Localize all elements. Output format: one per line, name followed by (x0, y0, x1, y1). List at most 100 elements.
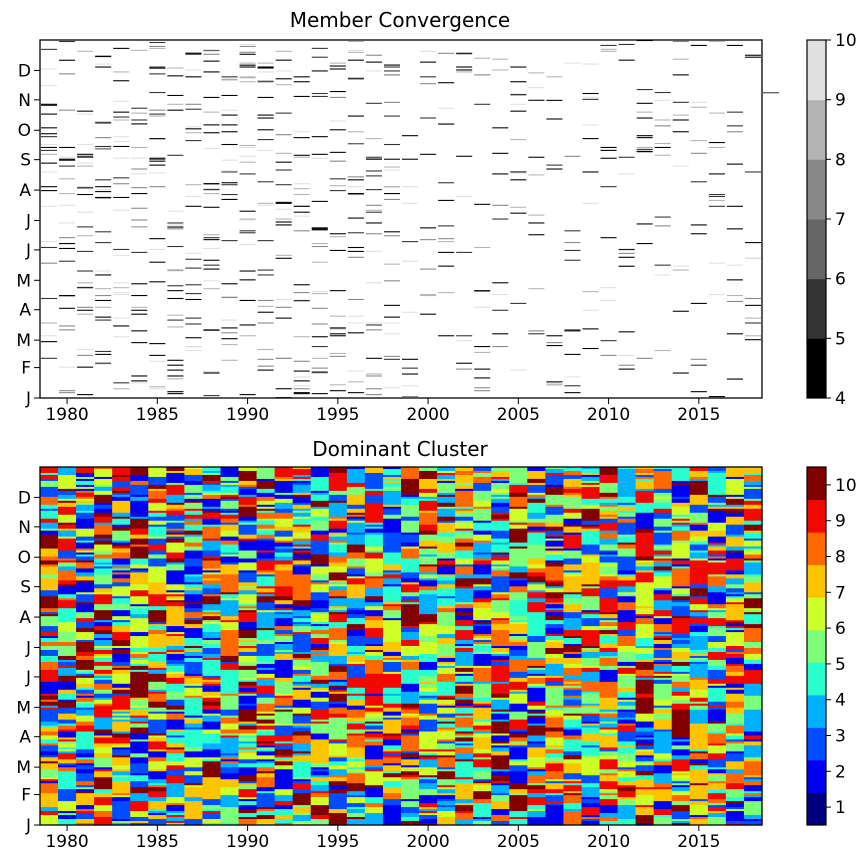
cluster-cell (184, 805, 204, 808)
convergence-cell (383, 143, 400, 146)
cluster-cell (220, 767, 240, 770)
cluster-cell (310, 701, 330, 705)
cluster-cell (401, 626, 420, 629)
cluster-cell (238, 478, 258, 482)
cluster-cell (202, 751, 222, 754)
cluster-cell (256, 524, 276, 528)
cluster-cell (274, 813, 294, 816)
cluster-cell (346, 789, 366, 792)
cluster-cell (437, 534, 456, 538)
cluster-cell (238, 675, 258, 679)
cluster-cell (364, 727, 384, 731)
cluster-cell (437, 592, 456, 595)
cluster-cell (166, 743, 185, 747)
convergence-cell (185, 69, 202, 71)
convergence-cell (600, 237, 617, 239)
cluster-cell (364, 715, 384, 719)
cluster-cell (310, 564, 330, 568)
cluster-cell (238, 508, 258, 512)
cluster-cell (76, 751, 95, 754)
cluster-cell (220, 681, 240, 685)
cluster-cell (112, 673, 131, 677)
convergence-cell (41, 241, 58, 243)
cluster-cell (40, 572, 59, 575)
cluster-cell (202, 622, 222, 625)
cluster-cell (184, 751, 204, 754)
convergence-cell (275, 50, 292, 52)
cluster-cell (382, 721, 402, 725)
cluster-cell (364, 558, 384, 562)
convergence-cell (654, 125, 671, 127)
cluster-cell (202, 496, 222, 500)
convergence-cell (383, 115, 400, 117)
cluster-cell (382, 761, 402, 764)
cluster-cell (40, 791, 59, 794)
cluster-cell (274, 773, 294, 776)
cluster-cell (94, 622, 113, 625)
cluster-cell (346, 713, 366, 717)
cluster-cell (58, 653, 77, 657)
cluster-cell (292, 789, 312, 792)
cluster-cell (256, 620, 276, 623)
convergence-cell (708, 112, 725, 114)
cluster-cell (184, 626, 204, 629)
cluster-cell (40, 775, 59, 778)
cluster-cell (76, 811, 95, 814)
convergence-cell (113, 157, 130, 159)
cluster-cell (274, 472, 294, 476)
convergence-cell (744, 304, 761, 306)
cluster-cell (40, 769, 59, 772)
cluster-cell (40, 640, 59, 643)
cluster-cell (382, 653, 402, 657)
convergence-cell (402, 385, 419, 387)
cluster-cell (346, 558, 366, 562)
cluster-cell (130, 679, 149, 683)
convergence-cell (329, 190, 346, 192)
cluster-cell (202, 474, 222, 478)
cluster-cell (419, 586, 438, 589)
cluster-cell (419, 640, 438, 643)
convergence-cell (257, 67, 274, 69)
cluster-cell (130, 681, 149, 685)
cluster-cell (328, 685, 348, 689)
cluster-cell (76, 528, 95, 532)
x-tick-label: 1990 (226, 405, 269, 425)
convergence-cell (221, 182, 238, 184)
convergence-cell (113, 282, 130, 284)
cluster-cell (437, 520, 456, 524)
cluster-cell (382, 747, 402, 751)
cluster-cell (346, 803, 366, 806)
cluster-cell (130, 805, 149, 808)
convergence-cell (95, 316, 112, 318)
convergence-cell (221, 76, 238, 78)
cluster-cell (94, 632, 113, 635)
convergence-cell (41, 146, 58, 148)
convergence-cell (131, 49, 148, 51)
cluster-cell (148, 604, 167, 607)
cluster-cell (76, 526, 95, 530)
cluster-cell (130, 763, 149, 766)
cluster-cell (202, 596, 222, 599)
cluster-cell (238, 713, 258, 717)
cluster-cell (292, 570, 312, 574)
cluster-cell (94, 737, 113, 741)
cluster-cell (148, 755, 167, 758)
cluster-cell (58, 592, 77, 595)
convergence-cell (131, 123, 148, 125)
cluster-cell (382, 602, 402, 605)
cluster-cell (76, 821, 95, 824)
convergence-cell (149, 160, 166, 162)
cluster-cell (76, 665, 95, 669)
cluster-cell (112, 522, 131, 526)
cluster-cell (437, 699, 456, 703)
cluster-cell (40, 685, 59, 689)
convergence-cell (59, 366, 76, 368)
cluster-cell (238, 647, 258, 651)
convergence-cell (546, 342, 563, 344)
cluster-cell (40, 699, 59, 703)
cluster-cell (58, 512, 77, 516)
cluster-cell (274, 522, 294, 526)
cluster-cell (112, 602, 131, 605)
cluster-cell (184, 622, 204, 625)
cluster-cell (328, 715, 348, 719)
